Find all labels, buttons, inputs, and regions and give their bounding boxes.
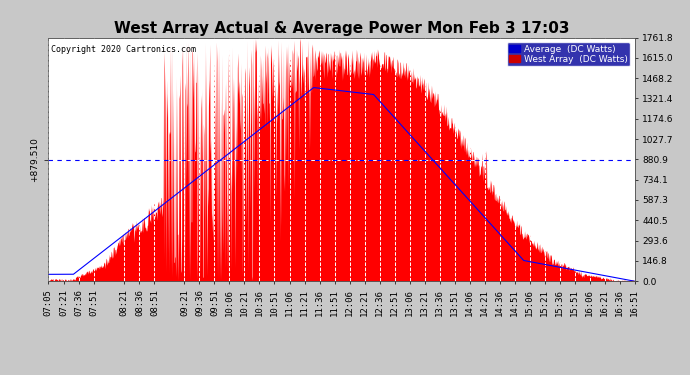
Title: West Array Actual & Average Power Mon Feb 3 17:03: West Array Actual & Average Power Mon Fe… <box>114 21 569 36</box>
Text: Copyright 2020 Cartronics.com: Copyright 2020 Cartronics.com <box>51 45 196 54</box>
Legend: Average  (DC Watts), West Array  (DC Watts): Average (DC Watts), West Array (DC Watts… <box>506 42 630 66</box>
